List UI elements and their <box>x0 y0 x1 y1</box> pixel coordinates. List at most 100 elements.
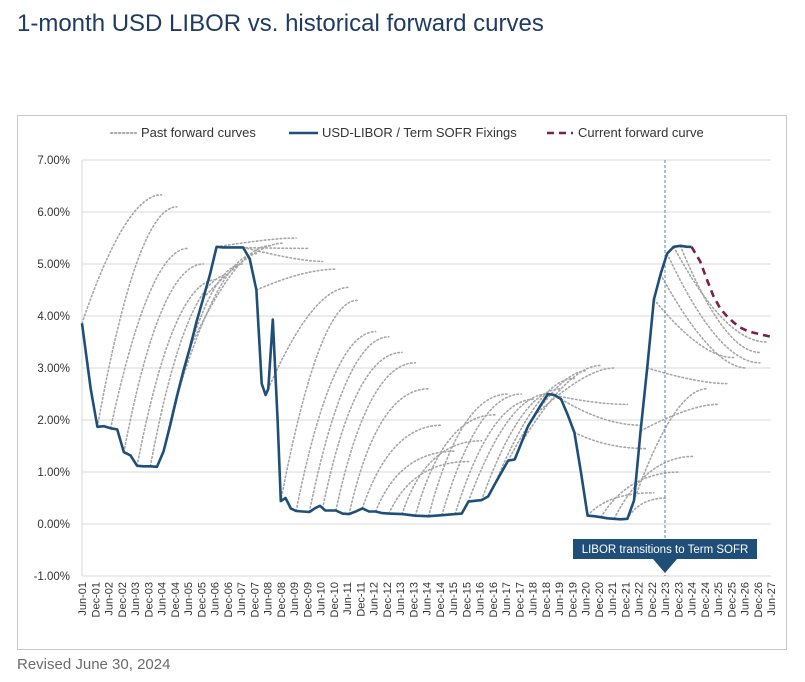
x-tick-label: Jun-14 <box>422 582 434 616</box>
x-tick-label: Jun-18 <box>528 582 540 616</box>
legend-label: Current forward curve <box>578 125 704 140</box>
past-forward-curve <box>560 398 642 426</box>
past-forward-curve <box>267 286 350 390</box>
x-tick-label: Dec-07 <box>249 582 261 617</box>
past-forward-curve <box>533 367 615 417</box>
x-tick-label: Dec-13 <box>408 582 420 617</box>
x-tick-label: Jun-03 <box>130 582 142 616</box>
current-forward-series <box>690 246 772 339</box>
past-forward-curve <box>666 252 761 364</box>
x-tick-label: Jun-24 <box>687 582 699 616</box>
x-tick-label: Dec-17 <box>514 582 526 617</box>
x-tick-label: Dec-20 <box>594 582 606 617</box>
past-forward-curve <box>467 393 549 503</box>
x-tick-label: Dec-08 <box>276 582 288 617</box>
chart-frame: -1.00% 0.00% 1.00% 2.00% 3.00% 4.00% 5.00% 6.00… <box>17 115 787 650</box>
past-forward-curve <box>441 393 523 516</box>
past-forward-curve <box>672 246 768 343</box>
past-forward-curve <box>480 388 562 501</box>
past-forward-curves <box>81 194 768 520</box>
past-forward-curve <box>308 336 390 513</box>
past-forward-curve <box>279 299 358 502</box>
past-forward-curve <box>96 206 178 428</box>
annotation-text: LIBOR transitions to Term SOFR <box>582 544 749 556</box>
past-forward-curve <box>454 398 536 515</box>
past-forward-curve <box>653 298 735 359</box>
past-forward-curve <box>242 246 324 263</box>
legend: Past forward curves USD-LIBOR / Term SOFR… <box>110 125 704 140</box>
x-tick-label: Dec-02 <box>117 582 129 617</box>
x-tick-label: Jun-10 <box>316 582 328 616</box>
x-tick-label: Jun-25 <box>713 582 725 616</box>
x-tick-label: Dec-03 <box>143 582 155 617</box>
x-tick-label: Jun-04 <box>157 582 169 616</box>
x-axis-ticks: Jun-01 Dec-01 Jun-02 Dec-02 Jun-03 Dec-03 Jun-… <box>77 582 778 617</box>
past-forward-curve <box>573 431 649 450</box>
past-forward-curve <box>321 351 403 510</box>
past-forward-curve <box>659 273 748 369</box>
x-tick-label: Dec-22 <box>647 582 659 617</box>
past-forward-curve <box>639 403 719 432</box>
past-forward-curve <box>348 388 430 515</box>
x-tick-label: Jun-17 <box>501 582 513 616</box>
past-forward-curve <box>633 388 708 502</box>
x-tick-label: Jun-15 <box>448 582 460 616</box>
past-forward-curve <box>600 471 682 519</box>
past-forward-curve <box>123 263 205 454</box>
x-tick-label: Dec-15 <box>461 582 473 617</box>
x-tick-label: Dec-14 <box>435 582 447 617</box>
grid-lines <box>81 159 771 577</box>
x-tick-label: Jun-12 <box>369 582 381 616</box>
x-tick-label: Dec-06 <box>223 582 235 617</box>
x-tick-label: Jun-05 <box>183 582 195 616</box>
y-tick-label: 5.00% <box>37 259 70 271</box>
x-tick-label: Dec-16 <box>488 582 500 617</box>
x-tick-label: Jun-02 <box>104 582 116 616</box>
x-tick-label: Jun-22 <box>634 582 646 616</box>
y-tick-label: 4.00% <box>37 311 70 323</box>
x-tick-label: Dec-04 <box>170 582 182 617</box>
y-tick-label: 2.00% <box>37 415 70 427</box>
x-tick-label: Dec-01 <box>90 582 102 617</box>
x-tick-label: Jun-06 <box>210 582 222 616</box>
past-forward-curve <box>361 424 443 510</box>
legend-label: USD-LIBOR / Term SOFR Fixings <box>322 125 517 140</box>
fixings-series <box>80 244 692 521</box>
past-forward-curve <box>81 194 163 325</box>
x-tick-label: Dec-19 <box>567 582 579 617</box>
fixings-line <box>80 244 692 521</box>
x-tick-label: Jun-20 <box>581 582 593 616</box>
past-forward-curve <box>401 440 483 515</box>
x-tick-label: Jun-16 <box>475 582 487 616</box>
x-tick-label: Jun-26 <box>740 582 752 616</box>
x-tick-label: Dec-23 <box>673 582 685 617</box>
x-tick-label: Dec-24 <box>700 582 712 617</box>
past-forward-curve <box>295 330 377 512</box>
past-forward-curve <box>149 273 231 468</box>
transition-annotation: LIBOR transitions to Term SOFR <box>573 539 757 573</box>
past-forward-curve <box>414 414 496 517</box>
x-tick-label: Dec-18 <box>541 582 553 617</box>
y-tick-label: -1.00% <box>34 571 70 583</box>
current-forward-line <box>690 246 772 339</box>
past-forward-curve <box>374 450 456 513</box>
x-tick-label: Jun-07 <box>236 582 248 616</box>
past-forward-curve <box>136 278 218 467</box>
past-forward-curve <box>586 492 655 517</box>
legend-label: Past forward curves <box>141 125 256 140</box>
x-tick-label: Dec-10 <box>329 582 341 617</box>
x-tick-label: Jun-01 <box>77 582 89 616</box>
y-tick-label: 1.00% <box>37 467 70 479</box>
x-tick-label: Dec-21 <box>620 582 632 617</box>
x-tick-label: Jun-19 <box>554 582 566 616</box>
x-tick-label: Dec-05 <box>196 582 208 617</box>
y-axis-ticks: -1.00% 0.00% 1.00% 2.00% 3.00% 4.00% 5.00% 6.00… <box>34 155 70 583</box>
past-forward-curve <box>679 245 761 354</box>
x-tick-label: Jun-27 <box>766 582 778 616</box>
past-forward-curve <box>646 367 728 385</box>
y-tick-label: 7.00% <box>37 155 70 167</box>
past-forward-curve <box>255 268 337 291</box>
x-tick-label: Jun-09 <box>289 582 301 616</box>
x-tick-label: Jun-08 <box>263 582 275 616</box>
past-forward-curve <box>215 237 297 248</box>
